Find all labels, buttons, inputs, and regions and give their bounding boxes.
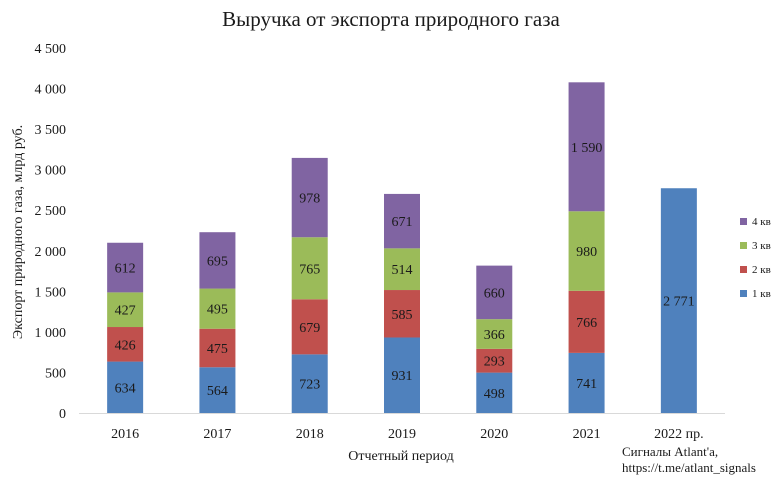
bar-segment [568, 211, 605, 291]
x-tick-label: 2018 [296, 427, 324, 442]
legend-label: 3 кв [752, 240, 771, 252]
bar-value-label: 695 [207, 254, 228, 269]
bar-value-label: 660 [484, 286, 505, 301]
bar-segment [568, 290, 605, 353]
bar-value-label: 634 [115, 381, 136, 396]
legend-item: 1 кв [740, 288, 771, 300]
bar-segment [107, 327, 144, 362]
source-note-line1: Сигналы Atlant'a, [622, 444, 718, 459]
y-tick-label: 3 000 [35, 164, 67, 179]
bar-segment [199, 288, 236, 329]
bar-value-label: 366 [484, 328, 505, 343]
legend-item: 3 кв [740, 240, 771, 252]
bar-value-label: 514 [392, 263, 413, 278]
bar-segment [199, 232, 236, 289]
bar-value-label: 1 590 [571, 141, 603, 156]
bar-value-label: 612 [115, 262, 136, 277]
chart-title: Выручка от экспорта природного газа [222, 7, 560, 31]
bar-value-label: 475 [207, 342, 228, 357]
bar-value-label: 671 [392, 215, 413, 230]
bar-segment [476, 348, 513, 373]
x-tick-label: 2019 [388, 427, 416, 442]
x-tick-label: 2017 [203, 427, 231, 442]
bar-segment [384, 337, 420, 413]
y-tick-label: 2 500 [35, 204, 67, 219]
x-tick-label: 2022 пр. [654, 427, 704, 442]
bar-segment [107, 242, 144, 293]
bar-segment [107, 361, 144, 413]
bar-segment [384, 248, 420, 291]
bar-value-label: 766 [576, 316, 597, 331]
bar-value-label: 2 771 [663, 295, 695, 310]
bar-value-label: 293 [484, 355, 505, 370]
legend: 4 кв 3 кв 2 кв 1 кв [740, 216, 771, 300]
legend-swatch [740, 218, 747, 225]
y-tick-label: 3 500 [35, 123, 67, 138]
bar-value-label: 564 [207, 384, 228, 399]
y-tick-label: 1 500 [35, 285, 67, 300]
x-axis-label: Отчетный период [348, 449, 453, 464]
y-tick-label: 500 [45, 366, 66, 381]
bar-value-label: 495 [207, 303, 228, 318]
bar-segment [291, 237, 328, 300]
bar-value-label: 980 [576, 245, 597, 260]
bar-segment [476, 265, 513, 320]
x-axis: 2016 2017 2018 2019 2020 2021 2022 пр. [111, 427, 703, 442]
bar-segment [476, 372, 513, 413]
legend-swatch [740, 290, 747, 297]
bar-value-label: 765 [299, 262, 320, 277]
bar-segment [291, 354, 328, 413]
x-tick-label: 2020 [480, 427, 508, 442]
bar-segment [568, 82, 605, 212]
y-tick-label: 4 500 [35, 42, 67, 57]
x-tick-label: 2016 [111, 427, 139, 442]
bar-value-label: 978 [299, 192, 320, 207]
bar-segment [199, 367, 236, 413]
legend-item: 4 кв [740, 216, 771, 228]
y-axis: 0 500 1 000 1 500 2 000 2 500 3 000 3 500 4 000 4… [35, 42, 67, 422]
bar-segment [291, 299, 328, 355]
bar-segment [384, 193, 420, 249]
y-tick-label: 4 000 [35, 83, 67, 98]
source-note-line2: https://t.me/atlant_signals [622, 460, 756, 475]
bar-segment [199, 328, 236, 368]
legend-item: 2 кв [740, 264, 771, 276]
bars-group [107, 82, 697, 413]
data-labels-group: 634 564 723 931 498 741 2 771 426 475 679 585 293 76… [115, 141, 695, 402]
legend-label: 2 кв [752, 264, 771, 276]
x-tick-label: 2021 [573, 427, 601, 442]
bar-segment [107, 292, 144, 328]
bar-segment [660, 188, 697, 413]
bar-segment [384, 290, 420, 338]
bar-value-label: 585 [392, 308, 413, 323]
legend-swatch [740, 242, 747, 249]
legend-label: 4 кв [752, 216, 771, 228]
y-tick-label: 1 000 [35, 326, 67, 341]
bar-segment [291, 157, 328, 238]
bar-segment [476, 319, 513, 349]
bar-value-label: 427 [115, 304, 136, 319]
bar-value-label: 723 [299, 378, 320, 393]
bar-value-label: 741 [576, 377, 597, 392]
bar-value-label: 679 [299, 321, 320, 336]
legend-swatch [740, 266, 747, 273]
bar-value-label: 426 [115, 338, 136, 353]
bar-value-label: 498 [484, 387, 505, 402]
y-tick-label: 2 000 [35, 245, 67, 260]
bar-segment [568, 352, 605, 413]
y-axis-label: Экспорт природного газа, млрд руб. [11, 125, 26, 339]
y-tick-label: 0 [59, 407, 66, 422]
bar-value-label: 931 [392, 369, 413, 384]
legend-label: 1 кв [752, 288, 771, 300]
